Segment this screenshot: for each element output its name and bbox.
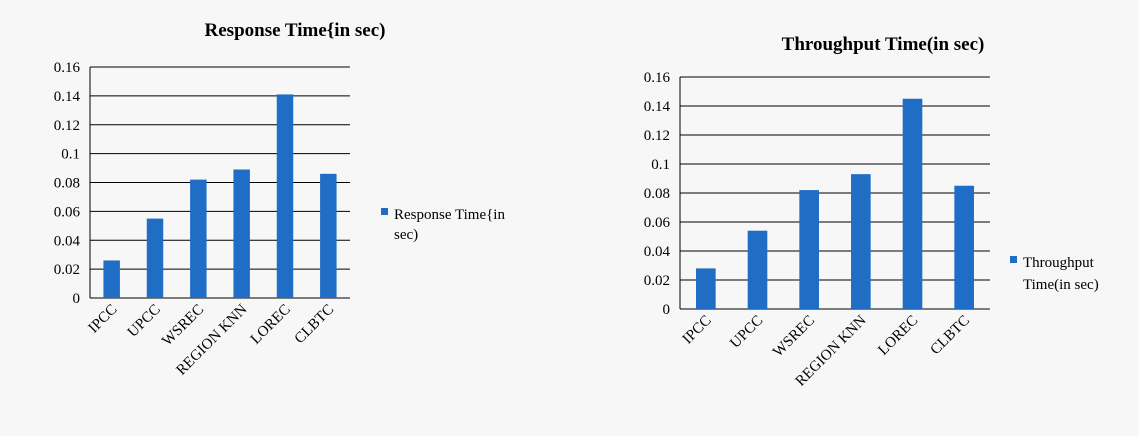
x-tick-label: IPCC [86,302,121,337]
bar-lorec [276,94,294,299]
y-tick-label: 0.06 [644,215,671,231]
response-time-chart: Response Time{in sec) 0 0.02 0.04 0.06 0.08 0… [54,20,506,379]
bar-wsrec [799,190,819,309]
x-tick-label: UPCC [727,313,766,352]
x-tick-label: UPCC [125,302,164,341]
legend-label: Throughput [1023,255,1095,271]
bar-clbtc [954,185,974,309]
legend-label: sec) [394,227,418,243]
bar-region-knn [233,169,250,298]
chart-legend: Response Time{in sec) [381,207,505,243]
y-tick-label: 0 [73,291,81,307]
chart-title: Response Time{in sec) [205,20,386,41]
chart-legend: Throughput Time(in sec) [1010,255,1099,293]
y-tick-label: 0.16 [644,70,671,86]
x-tick-label: CLBTC [292,302,337,347]
y-tick-label: 0.02 [644,273,670,289]
y-tick-label: 0.08 [54,176,80,192]
bar-upcc [146,218,164,298]
y-tick-label: 0.12 [54,118,80,134]
throughput-time-chart: Throughput Time(in sec) 0 0.02 0.04 0.06 0.0… [644,34,1099,390]
x-tick-label: CLBTC [927,313,972,358]
x-tick-label: WSREC [770,313,818,361]
bar-ipcc [696,268,716,309]
y-tick-label: 0.06 [54,204,81,220]
legend-label: Time(in sec) [1023,277,1099,293]
legend-swatch [1010,256,1017,263]
y-tick-label: 0.14 [54,89,81,105]
y-tick-label: 0.12 [644,128,670,144]
legend-label: Response Time{in [394,207,505,223]
y-tick-label: 0.08 [644,186,670,202]
bar-ipcc [103,260,120,298]
y-tick-label: 0.14 [644,99,671,115]
x-tick-label: LOREC [875,313,921,359]
bar-lorec [902,98,923,309]
chart-title: Throughput Time(in sec) [782,34,985,55]
y-tick-label: 0.02 [54,262,80,278]
bar-region-knn [851,174,871,309]
legend-swatch [381,208,388,215]
y-tick-label: 0.04 [54,233,81,249]
x-tick-label: IPCC [680,313,715,348]
bar-wsrec [190,179,207,298]
y-tick-label: 0.04 [644,244,671,260]
y-tick-label: 0 [663,302,671,318]
x-tick-label: LOREC [248,302,294,348]
y-tick-label: 0.16 [54,60,81,76]
bar-upcc [747,230,768,309]
bar-clbtc [320,173,337,298]
y-tick-label: 0.1 [651,157,670,173]
y-tick-label: 0.1 [61,147,80,163]
